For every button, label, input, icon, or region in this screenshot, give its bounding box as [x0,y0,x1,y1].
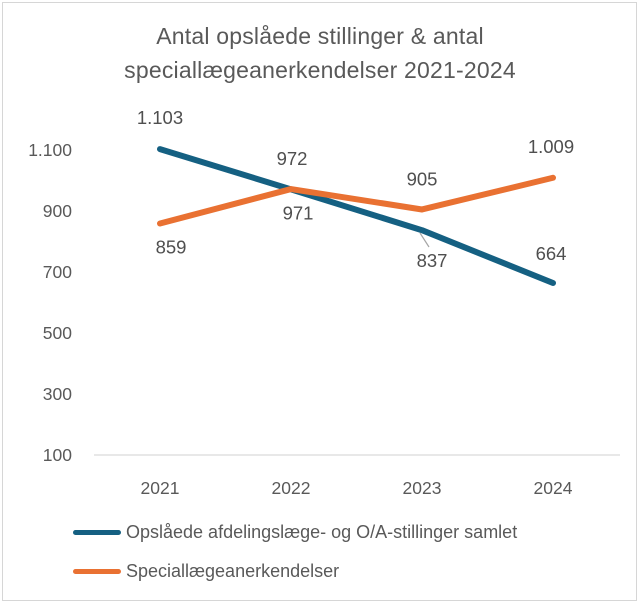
chart-title-line2: speciallægeanerkendelser 2021-2024 [124,57,516,83]
data-label: 1.009 [528,136,574,157]
legend-label-opslaaede-stillinger: Opslåede afdelingslæge- og O/A-stillinge… [126,521,518,542]
legend-label-speciallaegeanerkendelser: Speciallægeanerkendelser [126,560,340,581]
legend-item-speciallaegeanerkendelser: Speciallægeanerkendelser [73,557,517,585]
chart-legend: Opslåede afdelingslæge- og O/A-stillinge… [73,518,517,585]
data-label: 859 [156,237,187,258]
series-line-opslaaede-stillinger [157,146,556,286]
y-axis-tick-label: 700 [43,262,72,282]
data-label: 837 [417,250,448,271]
x-axis-label: 2023 [403,478,442,498]
data-label: 664 [536,243,567,264]
data-label-leader-line [419,232,430,248]
chart-title: Antal opslåede stillinger & antal specia… [0,19,640,87]
legend-line-swatch-orange [73,568,121,574]
chart-title-line1: Antal opslåede stillinger & antal [156,23,484,49]
x-axis-label: 2022 [272,478,311,498]
x-axis-label: 2021 [141,478,180,498]
y-axis-tick-label: 300 [43,384,72,404]
data-label: 1.103 [137,107,183,128]
legend-line-swatch-blue [73,529,121,535]
y-axis-tick-label: 900 [43,201,72,221]
legend-item-opslaaede-stillinger: Opslåede afdelingslæge- og O/A-stillinge… [73,518,517,546]
y-axis-tick-label: 500 [43,323,72,343]
y-axis-tick-label: 1.100 [28,140,72,160]
x-axis-label: 2024 [534,478,573,498]
y-axis-tick-label: 100 [43,445,72,465]
data-label: 971 [283,202,314,223]
data-label: 972 [277,148,308,169]
data-label: 905 [407,168,438,189]
series-line-speciallaegeanerkendelser [157,174,556,227]
